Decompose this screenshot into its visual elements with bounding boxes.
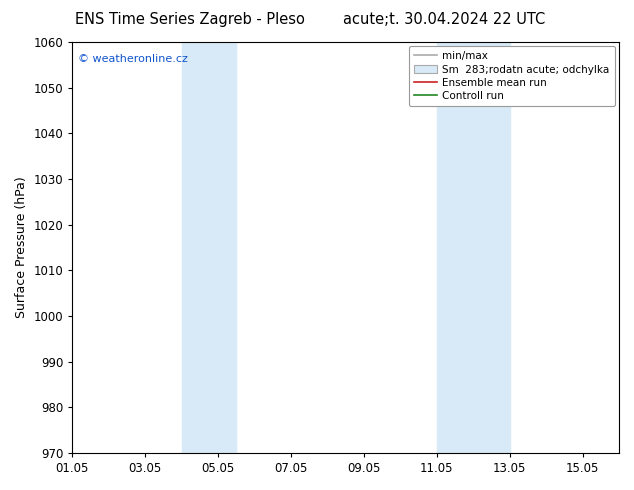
Bar: [437, 42, 510, 453]
Legend: min/max, Sm  283;rodatn acute; odchylka, Ensemble mean run, Controll run: min/max, Sm 283;rodatn acute; odchylka, …: [409, 46, 615, 106]
Y-axis label: Surface Pressure (hPa): Surface Pressure (hPa): [15, 176, 28, 318]
Text: acute;t. 30.04.2024 22 UTC: acute;t. 30.04.2024 22 UTC: [342, 12, 545, 27]
Text: © weatheronline.cz: © weatheronline.cz: [78, 54, 188, 64]
Bar: [182, 42, 236, 453]
Text: ENS Time Series Zagreb - Pleso: ENS Time Series Zagreb - Pleso: [75, 12, 305, 27]
